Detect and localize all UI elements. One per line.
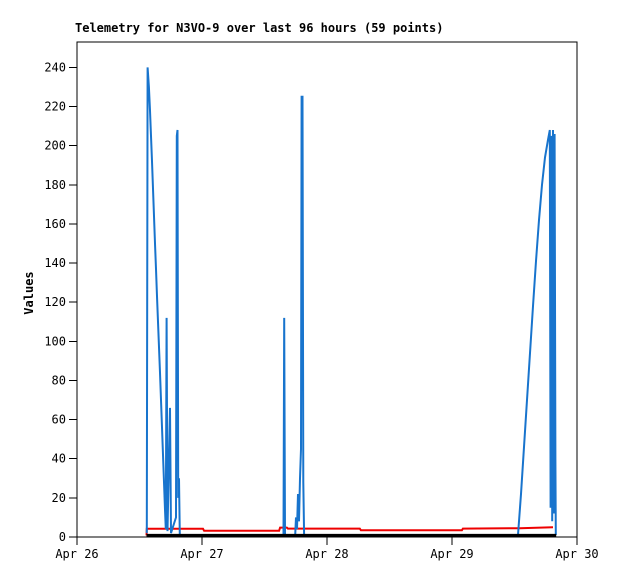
x-tick-label: Apr 27 bbox=[180, 547, 223, 561]
chart-title: Telemetry for N3VO-9 over last 96 hours … bbox=[75, 21, 444, 35]
y-tick-label: 40 bbox=[52, 452, 66, 466]
plot-frame bbox=[76, 41, 578, 538]
y-tick-label: 160 bbox=[44, 217, 66, 231]
x-tick-label: Apr 26 bbox=[55, 547, 98, 561]
y-tick-label: 140 bbox=[44, 256, 66, 270]
telemetry-channel-red bbox=[145, 526, 554, 536]
telemetry-channel-blue bbox=[145, 67, 557, 536]
y-tick-label: 20 bbox=[52, 491, 66, 505]
y-tick-label: 240 bbox=[44, 60, 66, 74]
y-tick-label: 120 bbox=[44, 295, 66, 309]
y-tick-label: 100 bbox=[44, 334, 66, 348]
y-tick-label: 80 bbox=[52, 373, 66, 387]
x-tick-label: Apr 29 bbox=[430, 547, 473, 561]
y-tick-label: 180 bbox=[44, 178, 66, 192]
x-tick-label: Apr 30 bbox=[555, 547, 598, 561]
x-tick-label: Apr 28 bbox=[305, 547, 348, 561]
y-tick-label: 200 bbox=[44, 139, 66, 153]
y-tick-label: 60 bbox=[52, 413, 66, 427]
y-tick-label: 0 bbox=[59, 530, 66, 544]
y-tick-label: 220 bbox=[44, 100, 66, 114]
